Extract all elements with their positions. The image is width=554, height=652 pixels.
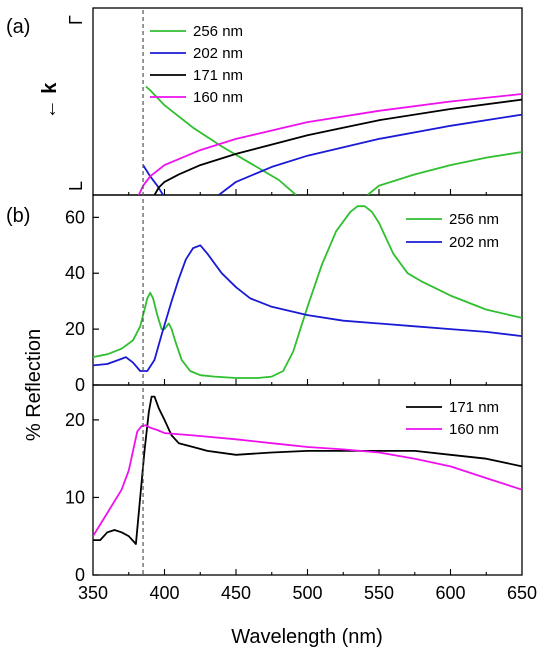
- ytick-l: L: [66, 181, 86, 191]
- series-line-c-160nm: [93, 424, 522, 537]
- ytick-label-c-0: 0: [75, 565, 85, 585]
- ytick-label-c-20: 20: [65, 410, 85, 430]
- series-line-a-202nm-branch-2: [218, 113, 522, 195]
- legend-b-label-256: 256 nm: [449, 211, 499, 228]
- xtick-label-550: 550: [364, 583, 394, 603]
- xtick-label-500: 500: [292, 583, 322, 603]
- panel-label-a: (a): [6, 16, 30, 38]
- legend-c-label-160: 160 nm: [449, 421, 499, 438]
- xtick-label-400: 400: [149, 583, 179, 603]
- xtick-label-650: 650: [507, 583, 537, 603]
- legend-panel-c: 171 nm 160 nm: [406, 399, 499, 438]
- legend-a-label-256: 256 nm: [193, 23, 243, 40]
- series-line-a-160nm: [137, 93, 522, 195]
- ytick-label-c-10: 10: [65, 487, 85, 507]
- ytick-gamma: Γ: [66, 15, 86, 25]
- legend-c-label-171: 171 nm: [449, 399, 499, 416]
- xtick-label-450: 450: [221, 583, 251, 603]
- xtick-label-350: 350: [78, 583, 108, 603]
- y-axis-title: % Reflection: [23, 329, 45, 441]
- series-line-b-202nm: [93, 244, 522, 372]
- ytick-label-b-60: 60: [65, 207, 85, 227]
- series-line-a-256nm-branch-2: [367, 151, 522, 195]
- legend-panel-a: 256 nm 202 nm 171 nm 160 nm: [150, 23, 243, 106]
- legend-b-label-202: 202 nm: [449, 234, 499, 251]
- series-line-a-202nm-branch-1: [142, 164, 164, 195]
- xtick-label-600: 600: [435, 583, 465, 603]
- series-line-b-256nm: [93, 205, 522, 379]
- x-axis-title: Wavelength (nm): [231, 626, 383, 648]
- series-line-c-171nm: [93, 395, 522, 545]
- panel-label-b: (b): [6, 205, 30, 227]
- legend-a-label-202: 202 nm: [193, 45, 243, 62]
- series-layer: [93, 85, 522, 545]
- series-line-a-256nm-branch-1: [145, 85, 297, 195]
- ytick-label-b-20: 20: [65, 319, 85, 339]
- legend-a-label-160: 160 nm: [193, 89, 243, 106]
- ytick-label-b-0: 0: [75, 375, 85, 395]
- panel-a-ylabel: ← k: [39, 82, 61, 120]
- ytick-label-b-40: 40: [65, 263, 85, 283]
- legend-a-label-171: 171 nm: [193, 67, 243, 84]
- series-line-a-171nm: [153, 98, 522, 195]
- legend-panel-b: 256 nm 202 nm: [406, 211, 499, 251]
